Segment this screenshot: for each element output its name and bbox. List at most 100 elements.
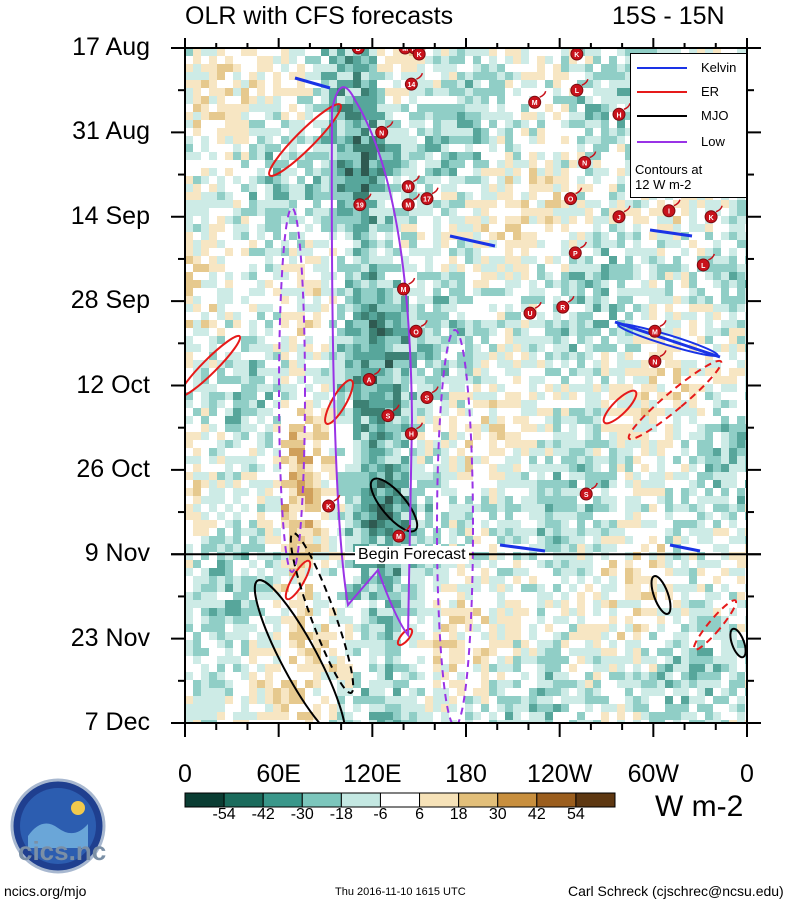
olr-cell: [569, 488, 577, 496]
olr-cell: [377, 424, 385, 432]
olr-cell: [601, 232, 609, 240]
olr-cell: [361, 328, 369, 336]
olr-cell: [617, 520, 625, 528]
olr-cell: [441, 56, 449, 64]
olr-cell: [465, 328, 473, 336]
olr-cell: [305, 152, 313, 160]
olr-cell: [641, 712, 649, 720]
storm-marker-icon: [662, 204, 676, 218]
olr-cell: [233, 432, 241, 440]
olr-cell: [353, 120, 361, 128]
olr-cell: [601, 472, 609, 480]
olr-cell: [377, 432, 385, 440]
olr-cell: [225, 360, 233, 368]
olr-cell: [385, 160, 393, 168]
olr-cell: [449, 296, 457, 304]
olr-cell: [625, 448, 633, 456]
olr-cell: [433, 64, 441, 72]
olr-cell: [497, 552, 505, 560]
olr-cell: [577, 520, 585, 528]
olr-cell: [585, 352, 593, 360]
storm-marker: M: [528, 91, 547, 109]
olr-cell: [297, 248, 305, 256]
olr-cell: [569, 632, 577, 640]
olr-cell: [393, 288, 401, 296]
olr-cell: [625, 616, 633, 624]
olr-cell: [473, 360, 481, 368]
olr-cell: [321, 160, 329, 168]
olr-cell: [633, 480, 641, 488]
olr-cell: [633, 408, 641, 416]
olr-cell: [209, 272, 217, 280]
olr-cell: [537, 440, 545, 448]
olr-cell: [193, 368, 201, 376]
olr-cell: [193, 200, 201, 208]
olr-cell: [609, 200, 617, 208]
olr-cell: [345, 232, 353, 240]
olr-cell: [313, 480, 321, 488]
olr-cell: [681, 200, 689, 208]
olr-cell: [601, 288, 609, 296]
olr-cell: [401, 136, 409, 144]
olr-cell: [193, 496, 201, 504]
olr-cell: [601, 88, 609, 96]
olr-cell: [185, 208, 193, 216]
olr-cell: [481, 48, 489, 56]
olr-cell: [241, 552, 249, 560]
olr-cell: [689, 584, 697, 592]
olr-cell: [625, 360, 633, 368]
olr-cell: [289, 88, 297, 96]
storm-marker-icon: [612, 107, 626, 121]
olr-cell: [393, 312, 401, 320]
olr-cell: [313, 544, 321, 552]
olr-cell: [561, 272, 569, 280]
olr-cell: [281, 400, 289, 408]
olr-cell: [369, 392, 377, 400]
olr-cell: [737, 336, 745, 344]
olr-cell: [433, 176, 441, 184]
olr-cell: [545, 448, 553, 456]
olr-cell: [345, 632, 353, 640]
olr-cell: [577, 368, 585, 376]
olr-cell: [457, 464, 465, 472]
olr-cell: [257, 96, 265, 104]
olr-cell: [505, 360, 513, 368]
olr-cell: [241, 128, 249, 136]
olr-cell: [505, 328, 513, 336]
olr-cell: [265, 496, 273, 504]
olr-cell: [353, 488, 361, 496]
olr-cell: [689, 552, 697, 560]
olr-cell: [329, 544, 337, 552]
olr-cell: [209, 392, 217, 400]
olr-cell: [185, 352, 193, 360]
olr-cell: [665, 472, 673, 480]
olr-cell: [545, 320, 553, 328]
olr-cell: [417, 440, 425, 448]
olr-cell: [569, 456, 577, 464]
olr-cell: [721, 584, 729, 592]
olr-cell: [737, 264, 745, 272]
olr-cell: [201, 520, 209, 528]
olr-cell: [585, 544, 593, 552]
olr-cell: [241, 720, 249, 723]
olr-cell: [417, 248, 425, 256]
olr-cell: [457, 640, 465, 648]
olr-cell: [281, 248, 289, 256]
olr-cell: [305, 72, 313, 80]
olr-cell: [489, 328, 497, 336]
olr-cell: [185, 176, 193, 184]
olr-cell: [681, 520, 689, 528]
olr-cell: [561, 280, 569, 288]
olr-cell: [201, 592, 209, 600]
olr-cell: [361, 104, 369, 112]
olr-cell: [681, 440, 689, 448]
olr-cell: [609, 544, 617, 552]
olr-cell: [569, 120, 577, 128]
olr-cell: [209, 592, 217, 600]
olr-cell: [385, 248, 393, 256]
storm-tail: [567, 295, 575, 303]
olr-cell: [353, 224, 361, 232]
olr-cell: [465, 256, 473, 264]
olr-cell: [329, 152, 337, 160]
olr-cell: [737, 560, 745, 568]
